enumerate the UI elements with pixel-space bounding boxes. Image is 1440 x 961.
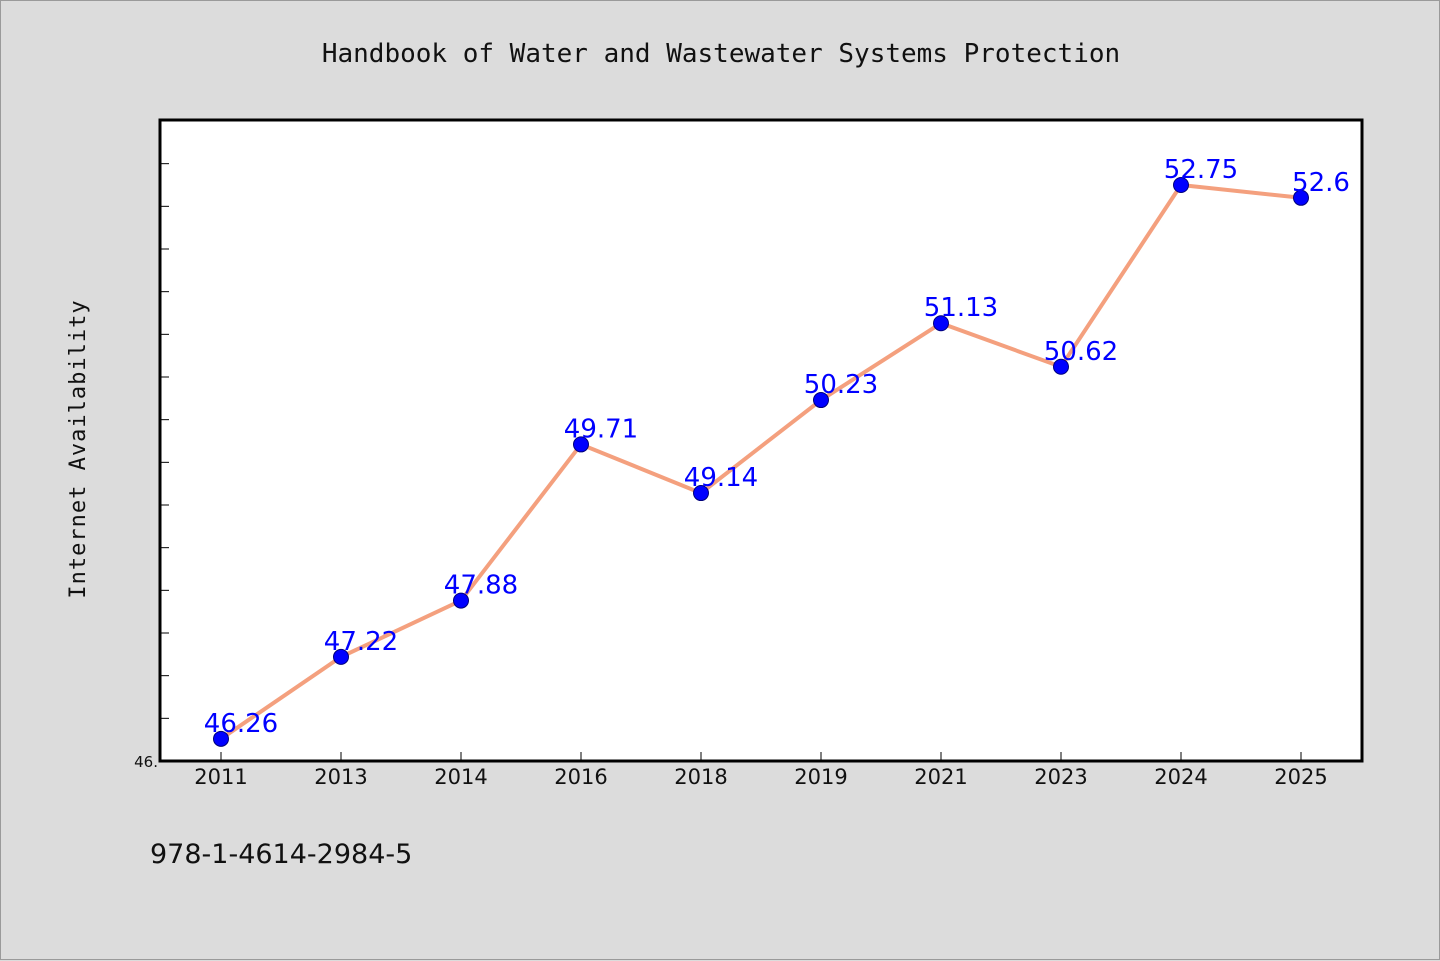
x-axis-ticks: 2011 2013 2014 2016 2018 2019 2021 2023 2024 2025 [194,752,1328,789]
data-point [333,648,349,665]
y-tick-label: 46. [134,753,158,771]
data-label: 50.62 [1044,337,1118,367]
x-tick-label: 2021 [914,765,967,789]
series-polyline [219,182,1302,741]
chart-title: Handbook of Water and Wastewater Systems… [322,39,1120,69]
data-label: 49.71 [564,414,638,444]
series-markers [213,177,1309,747]
data-point [1293,189,1309,206]
data-point [813,392,829,409]
data-label: 49.14 [684,463,758,493]
x-tick-label: 2025 [1274,765,1327,789]
series-line [219,182,1302,741]
data-point [933,315,949,332]
x-tick-label: 2016 [554,765,607,789]
data-label: 50.23 [804,370,878,400]
data-label: 51.13 [924,293,998,323]
x-tick-label: 2013 [314,765,367,789]
x-tick-label: 2018 [674,765,727,789]
data-point [1053,358,1069,375]
data-point [1173,177,1189,193]
data-label: 47.22 [324,627,398,657]
data-label: 52.6 [1292,168,1350,198]
isbn-footnote: 978-1-4614-2984-5 [150,839,412,870]
data-point [573,436,589,453]
data-label: 46.26 [204,709,278,739]
x-tick-label: 2011 [194,765,247,789]
y-axis-ticks [161,163,169,719]
y-axis-label: Internet Availability [66,299,91,598]
data-point [693,485,709,502]
data-point [213,730,229,747]
x-tick-label: 2024 [1154,765,1207,789]
x-tick-label: 2014 [434,765,487,789]
plot-area [158,118,1364,763]
data-point [453,592,469,609]
data-labels: 46.26 47.22 47.88 49.71 49.14 50.23 51.13 50.62… [204,155,1350,739]
data-label: 47.88 [444,571,518,601]
x-tick-label: 2019 [794,765,847,789]
data-label: 52.75 [1164,155,1238,185]
x-tick-label: 2023 [1034,765,1087,789]
